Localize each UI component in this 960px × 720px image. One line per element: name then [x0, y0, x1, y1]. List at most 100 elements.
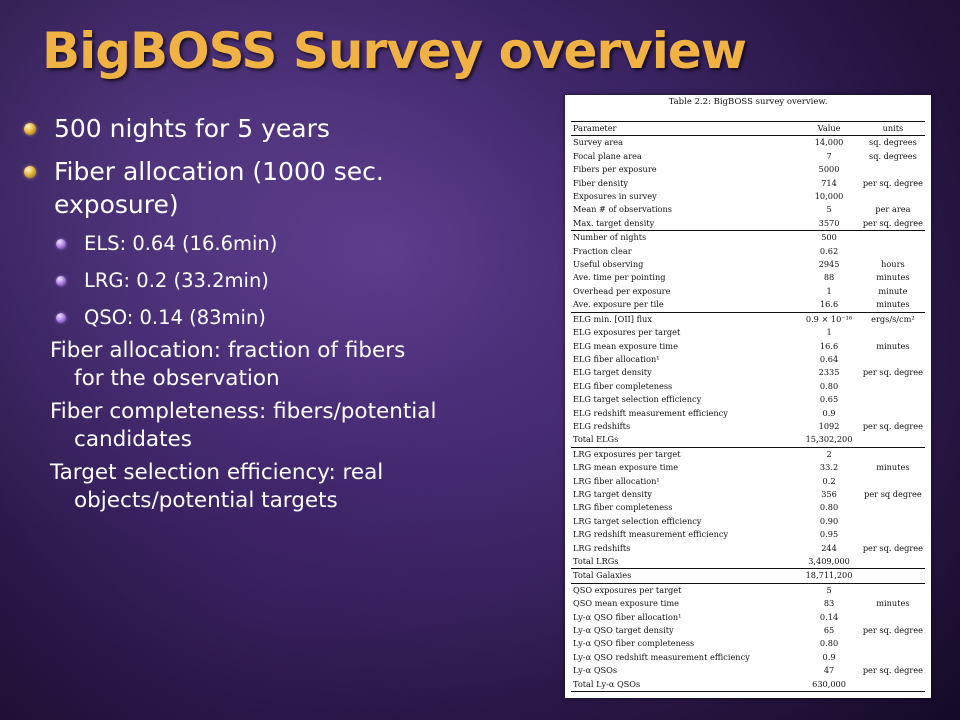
cell-units: minutes	[876, 299, 910, 310]
cell-units	[861, 475, 925, 488]
cell-units: per sq. degree	[862, 542, 923, 553]
cell-value: 2335	[818, 367, 840, 378]
cell-parameter: ELG mean exposure time	[573, 340, 678, 351]
cell-units	[861, 163, 925, 176]
cell-units	[861, 501, 925, 514]
cell-parameter: ELG exposures per target	[573, 327, 681, 338]
table-row: ELG target selection efficiency 0.65	[571, 393, 925, 406]
cell-value: 0.80	[819, 638, 839, 649]
cell-value: 33.2	[819, 462, 839, 473]
table-row: Survey area 14,000 sq. degrees	[571, 136, 925, 150]
subbullet-dot-icon	[56, 276, 66, 286]
cell-units	[860, 230, 925, 245]
table-row: Total ELGs 15,302,200	[571, 433, 925, 447]
bullet-fiber-allocation-text: Fiber allocation (1000 sec. exposure)	[54, 157, 384, 219]
cell-parameter: Survey area	[573, 137, 624, 148]
cell-value: 1	[826, 327, 832, 338]
cell-value: 0.62	[819, 245, 839, 256]
cell-units: per sq. degree	[862, 177, 923, 188]
table-row: Total Galaxies 18,711,200	[571, 568, 925, 584]
cell-value: 244	[821, 542, 837, 553]
cell-units: minutes	[876, 272, 910, 283]
cell-value: 1092	[818, 420, 840, 431]
cell-parameter: ELG target selection efficiency	[573, 394, 702, 405]
cell-units: per sq. degree	[862, 625, 923, 636]
cell-value: 16.6	[819, 340, 839, 351]
table-row: Fraction clear 0.62	[571, 245, 925, 258]
table-row: Max. target density 3570 per sq. degree	[571, 217, 925, 231]
cell-parameter: Focal plane area	[573, 150, 642, 161]
table-row: Focal plane area 7 sq. degrees	[571, 150, 925, 163]
cell-units: per sq. degree	[862, 665, 923, 676]
cell-parameter: Total LRGs	[573, 556, 619, 566]
note-fiber-completeness: Fiber completeness: fibers/potential can…	[50, 399, 437, 452]
cell-value: 0.64	[819, 353, 839, 364]
table-row: LRG fiber allocation¹ 0.2	[571, 475, 925, 488]
cell-units: minutes	[876, 340, 910, 351]
cell-units	[861, 407, 925, 420]
cell-parameter: QSO exposures per target	[571, 582, 798, 598]
table-row: LRG redshifts 244 per sq. degree	[571, 542, 925, 555]
table-row: QSO exposures per target 5	[571, 582, 925, 598]
slide-title: BigBOSS Survey overview	[42, 22, 747, 80]
bullet-list: 500 nights for 5 years Fiber allocation …	[24, 112, 454, 520]
cell-units: per sq. degree	[862, 420, 923, 431]
cell-value: 0.14	[819, 611, 839, 622]
cell-units: per sq degree	[864, 488, 922, 499]
table-row: Total LRGs 3,409,000	[571, 555, 925, 569]
cell-units	[861, 353, 925, 366]
cell-parameter: QSO mean exposure time	[573, 598, 679, 609]
cell-units	[861, 637, 925, 650]
table-row: ELG redshifts 1092 per sq. degree	[571, 420, 925, 433]
table-header-row: Parameter Value units	[571, 121, 925, 136]
table-row: LRG exposures per target 2	[571, 446, 925, 462]
cell-value: 630,000	[797, 677, 861, 693]
cell-units	[860, 568, 925, 584]
cell-value: 0.2	[822, 475, 836, 486]
bullet-fiber-allocation: Fiber allocation (1000 sec. exposure)	[24, 155, 454, 221]
cell-parameter: Total Ly-α QSOs	[571, 677, 798, 693]
cell-parameter: Useful observing	[573, 259, 644, 270]
cell-value: 0.9	[822, 407, 836, 418]
cell-units	[861, 190, 925, 203]
table-row: Ave. time per pointing 88 minutes	[571, 271, 925, 284]
cell-value: 16.6	[819, 299, 839, 310]
table-row: ELG target density 2335 per sq. degree	[571, 366, 925, 379]
note-target-selection: Target selection efficiency: real object…	[50, 460, 384, 513]
cell-value: 3570	[818, 217, 840, 228]
cell-value: 18,711,200	[797, 568, 861, 584]
cell-parameter: Mean # of observations	[573, 204, 672, 215]
table-row: Number of nights 500	[571, 230, 925, 245]
table-row: Useful observing 2945 hours	[571, 258, 925, 271]
cell-units	[861, 651, 925, 664]
cell-parameter: Total Galaxies	[571, 568, 798, 584]
cell-parameter: Max. target density	[573, 217, 655, 228]
subbullet-qso-text: QSO: 0.14 (83min)	[84, 306, 266, 329]
table-row: LRG target density 356 per sq degree	[571, 488, 925, 501]
table-row: LRG mean exposure time 33.2 minutes	[571, 461, 925, 474]
table-row: Ly-α QSO fiber allocation¹ 0.14	[571, 611, 925, 624]
cell-parameter: ELG target density	[573, 367, 652, 378]
cell-parameter: Ave. time per pointing	[573, 272, 666, 283]
cell-parameter: Fiber density	[573, 177, 628, 188]
cell-parameter: Fraction clear	[573, 245, 632, 256]
table-row: LRG fiber completeness 0.80	[571, 501, 925, 514]
cell-units: per area	[875, 204, 911, 215]
table-row: Mean # of observations 5 per area	[571, 203, 925, 216]
subbullet-els: ELS: 0.64 (16.6min)	[24, 231, 454, 257]
bullet-dot-icon	[24, 123, 36, 135]
cell-value: 0.95	[819, 529, 839, 540]
header-units: units	[882, 123, 904, 133]
cell-value: 0.9	[822, 651, 836, 662]
cell-units	[861, 555, 925, 569]
cell-parameter: Ly-α QSO fiber allocation¹	[573, 611, 682, 622]
table-row: ELG mean exposure time 16.6 minutes	[571, 340, 925, 353]
cell-parameter: Fibers per exposure	[573, 164, 657, 175]
bullet-nights: 500 nights for 5 years	[24, 112, 454, 145]
subbullet-qso: QSO: 0.14 (83min)	[24, 305, 454, 331]
cell-units: minutes	[876, 598, 910, 609]
cell-units: sq. degrees	[869, 137, 917, 148]
table-row: Fiber density 714 per sq. degree	[571, 177, 925, 190]
cell-value: 714	[821, 177, 837, 188]
survey-table-card: Table 2.2: BigBOSS survey overview. Para…	[565, 95, 931, 698]
